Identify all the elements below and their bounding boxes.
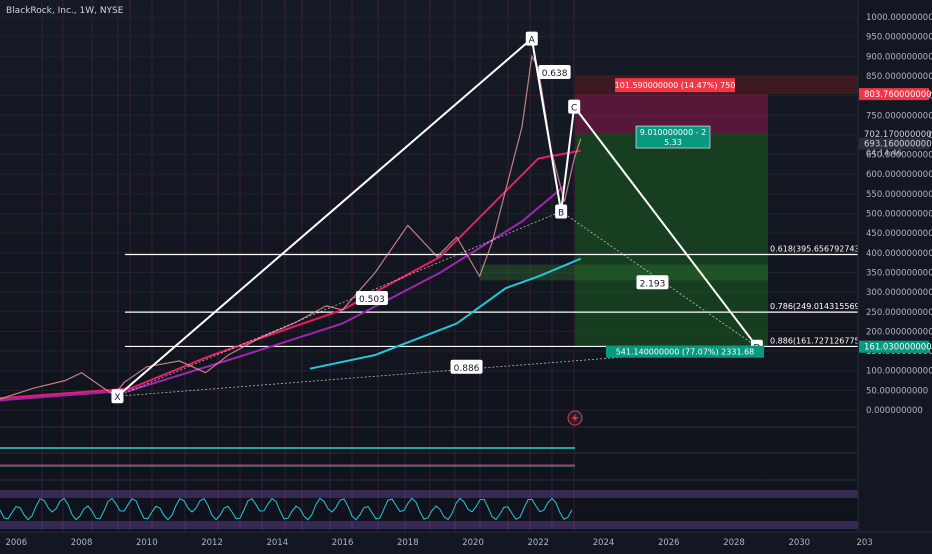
price-tick-label: 500.000000000 [866,210,932,220]
fib-label: 0.786(249.014315569) [770,302,863,311]
time-tick-label: 2008 [71,538,93,548]
pattern-point-label: X [114,393,120,403]
time-tick-label: 2030 [788,538,810,548]
time-tick-label: 2012 [201,538,223,548]
time-tick-label: 2018 [397,538,419,548]
price-tick-label: 400.000000000 [866,249,932,259]
pattern-dotted-line [117,346,757,397]
time-tick-label: 2014 [266,538,288,548]
price-tick-label: 250.000000000 [866,308,932,318]
stop-info-box [615,78,735,93]
price-tick-label: 350.000000000 [866,268,932,278]
ratio-label: 0.638 [542,69,568,79]
ratio-label: 2.193 [640,279,666,289]
price-axis: 1000.000000000 950.000000000 900.000000000… [859,13,932,416]
price-tick-label: 950.000000000 [866,33,932,43]
fib-label: 0.618(395.656792743) [770,245,863,254]
price-tick-label: 200.000000000 [866,327,932,337]
time-tick-label: 2024 [593,538,615,548]
price-tick-label: 100.000000000 [866,367,932,377]
time-tick-label: 2028 [723,538,745,548]
pattern-point-box [111,389,124,404]
position-labels-layer: 101.590000000 (14.47%) 750 9.010000000 - … [606,78,764,358]
entry-price-label: 702.170000000 [864,130,932,140]
pattern-point-label: A [529,36,536,46]
time-tick-label: 2020 [462,538,484,548]
stop-info-label: 101.590000000 (14.47%) 750 [615,81,736,90]
target-info-box [606,345,764,358]
time-tick-label: 203 [856,538,872,548]
ratio-label: 0.503 [359,295,385,305]
ratio-label: 0.886 [454,364,480,374]
rr-label-1: 9.010000000 - 2 [640,128,707,137]
rr-info-box [635,125,711,149]
moving-average-line [0,185,566,402]
pattern-point-box [525,31,538,46]
price-tick-label: 550.000000000 [866,190,932,200]
pattern-point-box [568,99,581,114]
target-info-label: 541.140000000 (77.07%) 2331.68 [616,348,755,357]
ratio-label-box [538,65,571,80]
ratio-label-box [355,290,388,305]
time-axis-bg [0,532,932,550]
pattern-point-label: B [558,209,564,219]
time-tick-label: 2026 [658,538,680,548]
price-line [0,54,582,400]
pattern-point-box [555,204,568,219]
time-axis: 2006 2008 2010 2012 2014 2016 2018 2020 2022 2024… [5,538,872,548]
stop-price-label: 803.760000000 [864,90,932,100]
price-tick-label: 900.000000000 [866,52,932,62]
price-tick-label: 600.000000000 [866,170,932,180]
lightning-icon[interactable] [567,410,583,426]
fib-levels-layer: 0.618(395.656792743) 0.786(249.014315569)… [125,245,863,348]
rsi-line [0,497,573,521]
price-tick-label: 50.000000000 [866,386,928,396]
green-band [480,264,768,281]
moving-average-line [309,257,582,370]
price-tick-label: 650.000000000 [866,151,932,161]
target-price-label: 161.030000000 [864,343,932,353]
pattern-point-label: C [571,104,577,114]
time-tick-label: 2016 [332,538,354,548]
price-tick-label: 450.000000000 [866,229,932,239]
fib-label: 0.886(161.727126775) [770,336,863,345]
vertical-lines-layer [41,0,575,532]
price-tick-label: 750.000000000 [866,111,932,121]
chart-title: BlackRock, Inc., 1W, NYSE [6,6,124,16]
price-tick-label: 0.000000000 [866,406,923,416]
rsi-band-bottom [0,521,858,529]
rr-label-2: 5.33 [664,138,682,147]
pattern-dotted-line [117,211,562,397]
take-profit-zone [575,134,768,347]
current-price-label-bg [859,137,929,150]
current-price-label: 693.160000000 [864,140,932,150]
ratio-label-box [636,275,669,290]
rsi-band-top [0,490,858,498]
price-series-layer [0,54,582,400]
ratio-label-box [450,359,483,374]
price-tick-label: 1000.000000000 [866,13,932,23]
stop-price-label-bg [859,88,929,101]
countdown-label: 04:14:46 [866,149,902,158]
time-tick-label: 2006 [5,538,27,548]
time-tick-label: 2022 [527,538,549,548]
price-tick-label: 300.000000000 [866,288,932,298]
target-price-label-bg [859,340,929,353]
time-tick-label: 2010 [136,538,158,548]
entry-price-label-bg [859,128,929,141]
price-tick-label: 850.000000000 [866,72,932,82]
